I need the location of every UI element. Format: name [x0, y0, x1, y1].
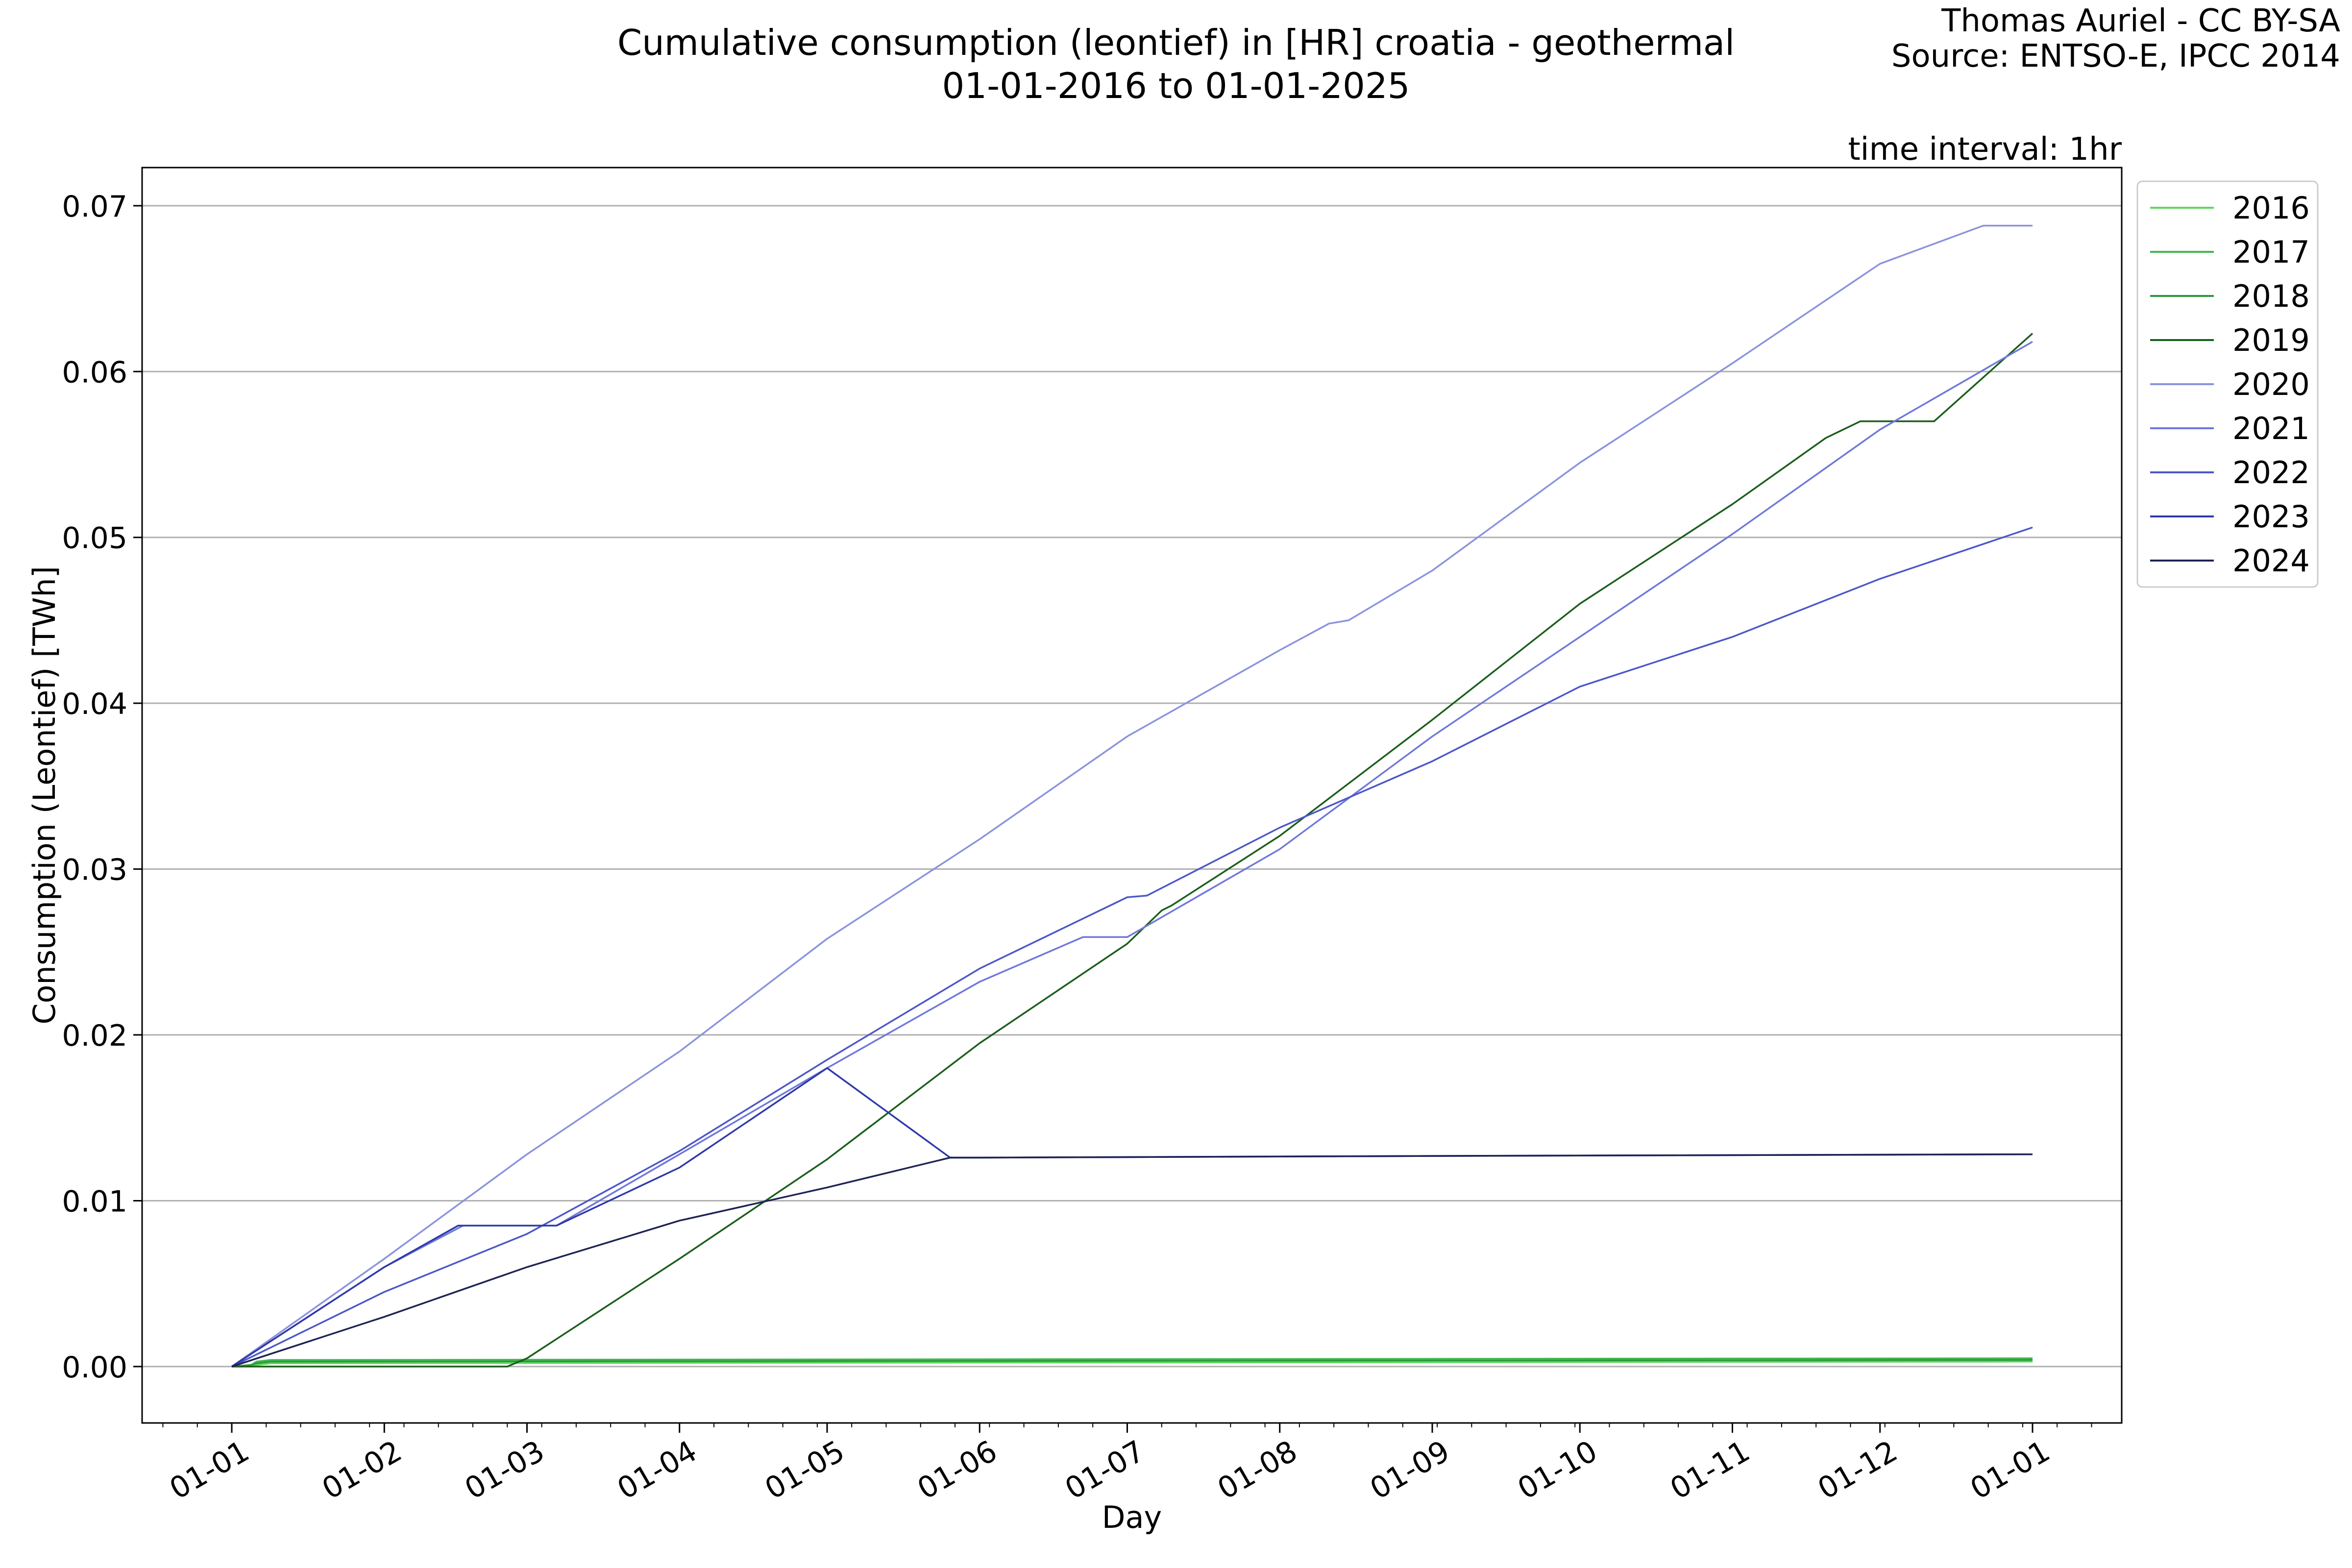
- legend-label: 2016: [2232, 190, 2310, 226]
- y-tick-label: 0.07: [62, 190, 127, 224]
- legend: 2016 2017 2018 2019 2020 2021 2022 2023 2024: [2136, 180, 2319, 588]
- series-line-2021: [231, 341, 2033, 1368]
- legend-label: 2018: [2232, 278, 2310, 314]
- legend-label: 2021: [2232, 411, 2310, 446]
- chart-title: Cumulative consumption (leontief) in [HR…: [617, 22, 1735, 63]
- series-line-2024: [231, 1153, 2033, 1368]
- x-tick-label: 01-01: [1965, 1434, 2056, 1506]
- x-tick-label: 01-10: [1512, 1434, 1603, 1506]
- legend-label: 2019: [2232, 322, 2310, 358]
- interval-label: time interval: 1hr: [1848, 131, 2122, 168]
- y-tick-label: 0.04: [62, 687, 127, 721]
- x-tick-label: 01-11: [1665, 1434, 1756, 1506]
- y-tick-label: 0.00: [62, 1350, 127, 1385]
- x-axis: 01-01 01-02 01-03 01-04 01-05 01-06 01-07 01-08…: [162, 1423, 2092, 1506]
- x-tick-label: 01-04: [612, 1434, 703, 1506]
- legend-box: [2136, 180, 2319, 588]
- y-tick-label: 0.01: [62, 1184, 127, 1219]
- legend-label: 2024: [2232, 543, 2310, 579]
- credit-label: Thomas Auriel - CC BY-SA: [1941, 3, 2340, 39]
- y-tick-label: 0.06: [62, 355, 127, 390]
- y-tick-label: 0.02: [62, 1019, 127, 1053]
- legend-label: 2022: [2232, 455, 2310, 490]
- x-axis-label: Day: [1102, 1499, 1162, 1535]
- x-tick-label: 01-09: [1365, 1434, 1456, 1506]
- y-tick-label: 0.03: [62, 853, 127, 887]
- series-line-2019: [232, 333, 2034, 1368]
- source-label: Source: ENTSO-E, IPCC 2014: [1891, 38, 2340, 74]
- y-axis: 0.00 0.01 0.02 0.03 0.04 0.05 0.06 0.07: [62, 190, 142, 1385]
- series-line-2018: [231, 1359, 2033, 1368]
- x-tick-label: 01-12: [1812, 1434, 1903, 1506]
- y-axis-label: Consumption (Leontief) [TWh]: [26, 566, 62, 1025]
- series-lines: [231, 224, 2034, 1368]
- y-tick-label: 0.05: [62, 521, 127, 556]
- legend-label: 2023: [2232, 499, 2310, 535]
- x-tick-label: 01-03: [459, 1434, 550, 1506]
- plot-frame: [141, 167, 2123, 1424]
- x-tick-label: 01-06: [912, 1434, 1003, 1506]
- grid: [142, 205, 2122, 1368]
- x-tick-label: 01-01: [164, 1434, 255, 1506]
- series-line-2023: [231, 1067, 2033, 1368]
- legend-label: 2017: [2232, 234, 2310, 270]
- x-tick-label: 01-05: [759, 1434, 850, 1506]
- chart-subtitle: 01-01-2016 to 01-01-2025: [942, 65, 1410, 106]
- x-tick-label: 01-02: [317, 1434, 408, 1506]
- series-line-2020: [231, 224, 2033, 1368]
- series-line-2022: [231, 526, 2033, 1368]
- legend-label: 2020: [2232, 367, 2310, 402]
- x-tick-label: 01-08: [1212, 1434, 1303, 1506]
- x-tick-label: 01-07: [1059, 1434, 1151, 1506]
